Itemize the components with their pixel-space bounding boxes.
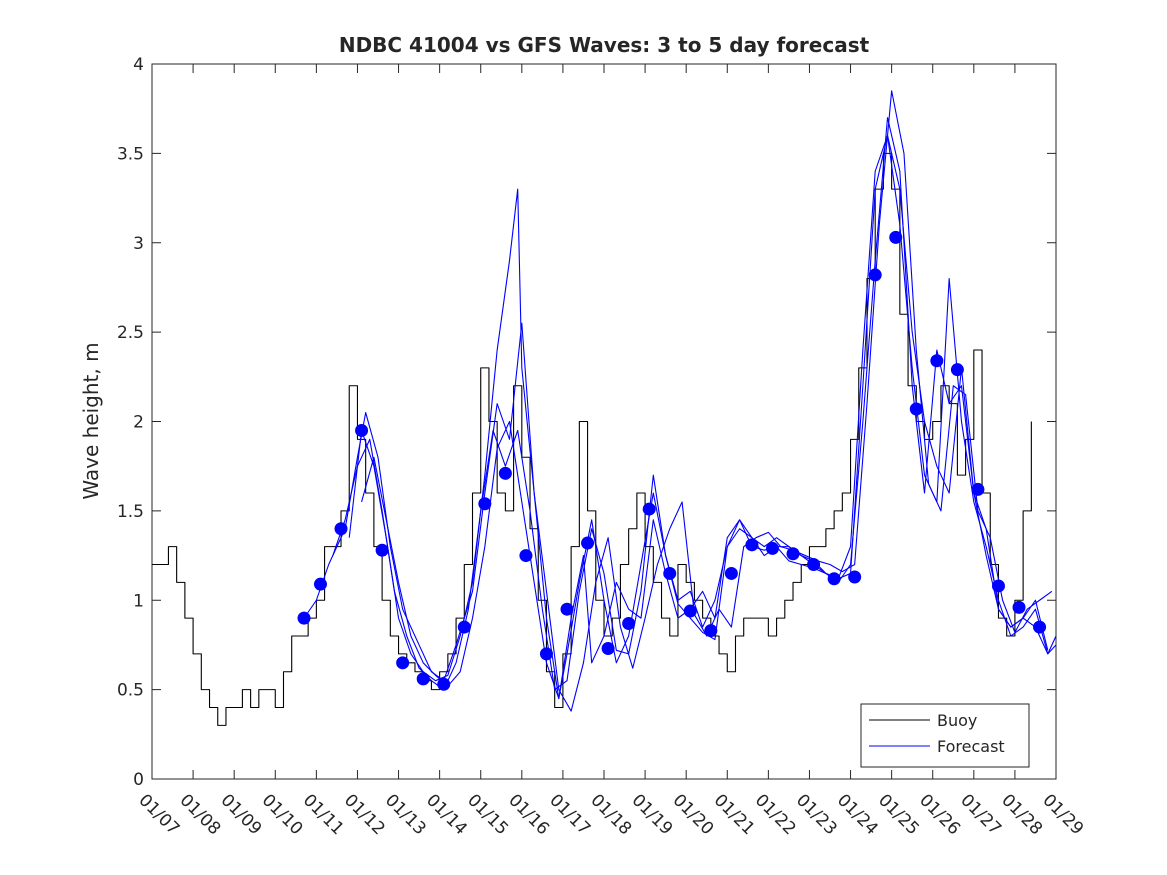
- y-tick-label: 1.5: [117, 502, 144, 522]
- y-tick-label: 2.5: [117, 323, 144, 343]
- forecast-point: [889, 230, 903, 244]
- forecast-point: [478, 497, 492, 511]
- y-tick-label: 4: [133, 55, 144, 75]
- forecast-point: [663, 566, 677, 580]
- forecast-point: [724, 566, 738, 580]
- forecast-point: [765, 541, 779, 555]
- y-tick-label: 3: [133, 234, 144, 254]
- legend-label-forecast: Forecast: [937, 737, 1005, 756]
- forecast-point: [498, 466, 512, 480]
- forecast-point: [355, 423, 369, 437]
- forecast-point: [396, 656, 410, 670]
- forecast-point: [457, 620, 471, 634]
- y-tick-label: 3.5: [117, 144, 144, 164]
- legend-box: [860, 703, 1030, 768]
- buoy-line: [152, 152, 1032, 726]
- y-tick-label: 0.5: [117, 681, 144, 701]
- y-axis: 0 0.5 1 1.5 2 2.5 3 3.5 4: [117, 55, 1056, 790]
- forecast-point: [704, 624, 718, 638]
- forecast-line-2: [332, 134, 1056, 691]
- forecast-point: [827, 572, 841, 586]
- y-axis-label: Wave height, m: [79, 342, 103, 499]
- forecast-point: [601, 642, 615, 656]
- forecast-point: [683, 604, 697, 618]
- forecast-point: [375, 543, 389, 557]
- forecast-point: [416, 672, 430, 686]
- forecast-point: [622, 616, 636, 630]
- y-tick-label: 2: [133, 413, 144, 433]
- forecast-point: [807, 558, 821, 571]
- legend-label-buoy: Buoy: [937, 711, 977, 730]
- forecast-point: [581, 536, 595, 550]
- y-tick-label: 1: [133, 591, 144, 611]
- forecast-point: [868, 268, 882, 282]
- forecast-point: [848, 570, 862, 584]
- forecast-point: [519, 549, 533, 563]
- forecast-point: [930, 354, 944, 368]
- forecast-point: [991, 579, 1005, 593]
- chart-title: NDBC 41004 vs GFS Waves: 3 to 5 day fore…: [339, 33, 870, 57]
- forecast-point: [786, 547, 800, 561]
- forecast-point: [950, 363, 964, 377]
- forecast-point: [539, 647, 553, 661]
- plot-lines: [152, 90, 1056, 726]
- y-tick-label: 0: [133, 770, 144, 790]
- forecast-point: [437, 677, 451, 691]
- plot-series: [152, 90, 1056, 726]
- forecast-point: [642, 502, 656, 516]
- legend: Buoy Forecast: [860, 703, 1030, 768]
- forecast-point: [1033, 620, 1047, 634]
- forecast-point: [313, 577, 327, 591]
- forecast-point: [334, 522, 348, 536]
- forecast-point: [745, 538, 759, 552]
- forecast-line-4: [361, 134, 1049, 700]
- forecast-point: [909, 402, 923, 416]
- forecast-point: [971, 482, 985, 496]
- forecast-point: [560, 602, 574, 616]
- forecast-point: [1012, 600, 1026, 614]
- forecast-point: [297, 611, 311, 625]
